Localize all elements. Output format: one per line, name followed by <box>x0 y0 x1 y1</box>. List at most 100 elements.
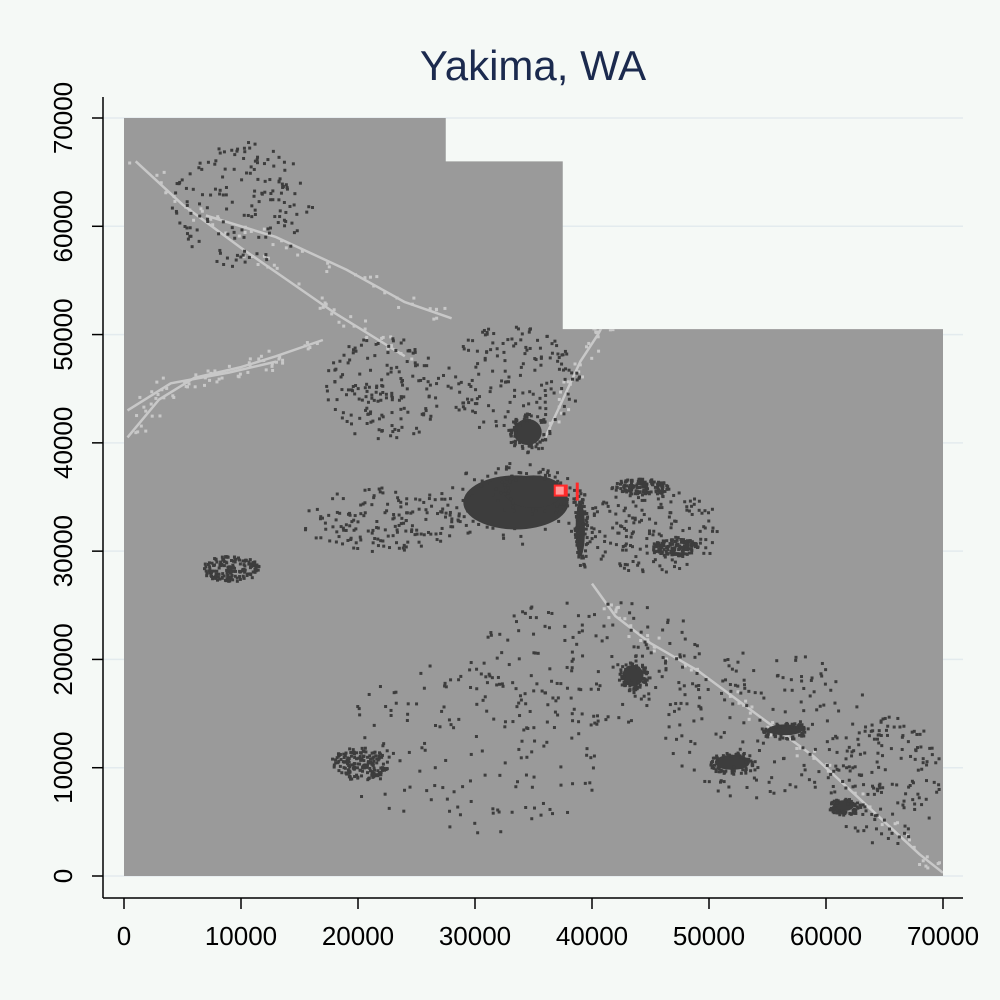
developed-cell <box>615 482 619 486</box>
developed-cell <box>683 637 687 641</box>
developed-cell <box>535 682 539 686</box>
water-cell <box>296 253 300 257</box>
developed-cell <box>366 400 370 404</box>
developed-cell <box>429 798 433 802</box>
developed-cell <box>620 683 624 687</box>
developed-cell <box>217 232 221 236</box>
developed-cell <box>474 365 478 369</box>
developed-cell <box>250 204 254 208</box>
developed-cell <box>395 365 399 369</box>
developed-cell <box>790 725 794 729</box>
developed-cell <box>851 722 855 726</box>
water-cell <box>397 305 401 309</box>
developed-cell <box>230 573 234 577</box>
developed-cell <box>404 545 408 549</box>
developed-cell <box>681 546 685 550</box>
developed-cell <box>226 555 230 559</box>
developed-cell <box>554 699 558 703</box>
y-tick-label-0: 0 <box>48 869 78 883</box>
developed-cell <box>271 149 275 153</box>
developed-cell <box>521 391 525 395</box>
developed-cell <box>518 421 522 425</box>
developed-cell <box>855 801 859 805</box>
developed-cell <box>887 827 891 831</box>
developed-cell <box>871 729 875 733</box>
developed-cell <box>680 630 684 634</box>
developed-cell <box>494 419 498 423</box>
developed-cell <box>375 386 379 390</box>
developed-cell <box>206 219 210 223</box>
developed-cell <box>624 535 628 539</box>
developed-cell <box>264 253 268 257</box>
developed-cell <box>660 506 664 510</box>
developed-cell <box>222 564 226 568</box>
developed-cell <box>388 546 392 550</box>
developed-cell <box>341 497 345 501</box>
developed-cell <box>256 177 260 181</box>
developed-cell <box>217 147 221 151</box>
developed-cell <box>513 394 517 398</box>
developed-cell <box>661 490 665 494</box>
water-cell <box>271 243 275 247</box>
developed-cell <box>629 719 633 723</box>
developed-cell <box>234 569 238 573</box>
developed-cell <box>611 665 615 669</box>
developed-cell <box>246 213 250 217</box>
water-cell <box>665 657 669 661</box>
developed-cell <box>876 789 880 793</box>
developed-cell <box>536 415 540 419</box>
developed-cell <box>521 446 525 450</box>
water-cell <box>193 385 197 389</box>
developed-cell <box>665 545 669 549</box>
developed-cell <box>625 484 629 488</box>
developed-cell <box>678 552 682 556</box>
developed-cell <box>660 541 664 545</box>
developed-cell <box>889 747 893 751</box>
developed-cell <box>800 727 804 731</box>
developed-cell <box>653 558 657 562</box>
developed-cell <box>494 471 498 475</box>
developed-cell <box>480 479 484 483</box>
developed-cell <box>433 498 437 502</box>
developed-cell <box>872 737 876 741</box>
developed-cell <box>376 341 380 345</box>
developed-cell <box>397 370 401 374</box>
developed-cell <box>517 747 521 751</box>
developed-cell <box>640 654 644 658</box>
developed-cell <box>425 387 429 391</box>
developed-cell <box>897 835 901 839</box>
developed-cell <box>472 478 476 482</box>
developed-cell <box>645 482 649 486</box>
developed-cell <box>269 198 273 202</box>
developed-cell <box>808 752 812 756</box>
developed-cell <box>522 418 526 422</box>
developed-cell <box>674 535 678 539</box>
developed-cell <box>657 532 661 536</box>
developed-cell <box>544 691 548 695</box>
developed-cell <box>518 424 522 428</box>
developed-cell <box>509 441 513 445</box>
water-cell <box>315 342 319 346</box>
developed-cell <box>230 200 234 204</box>
developed-cell <box>353 775 357 779</box>
developed-cell <box>575 642 579 646</box>
developed-cell <box>879 720 883 724</box>
developed-cell <box>901 734 905 738</box>
developed-cell <box>593 535 597 539</box>
developed-cell <box>643 480 647 484</box>
developed-cell <box>847 799 851 803</box>
developed-cell <box>609 541 613 545</box>
developed-cell <box>653 485 657 489</box>
water-cell <box>607 616 611 620</box>
developed-cell <box>635 664 639 668</box>
developed-cell <box>546 469 550 473</box>
developed-cell <box>220 563 224 567</box>
developed-cell <box>559 502 563 506</box>
water-cell <box>936 862 940 866</box>
developed-cell <box>657 541 661 545</box>
developed-cell <box>601 502 605 506</box>
developed-cluster-8 <box>610 477 671 498</box>
developed-cell <box>862 783 866 787</box>
developed-cell <box>203 562 207 566</box>
developed-cell <box>555 509 559 513</box>
